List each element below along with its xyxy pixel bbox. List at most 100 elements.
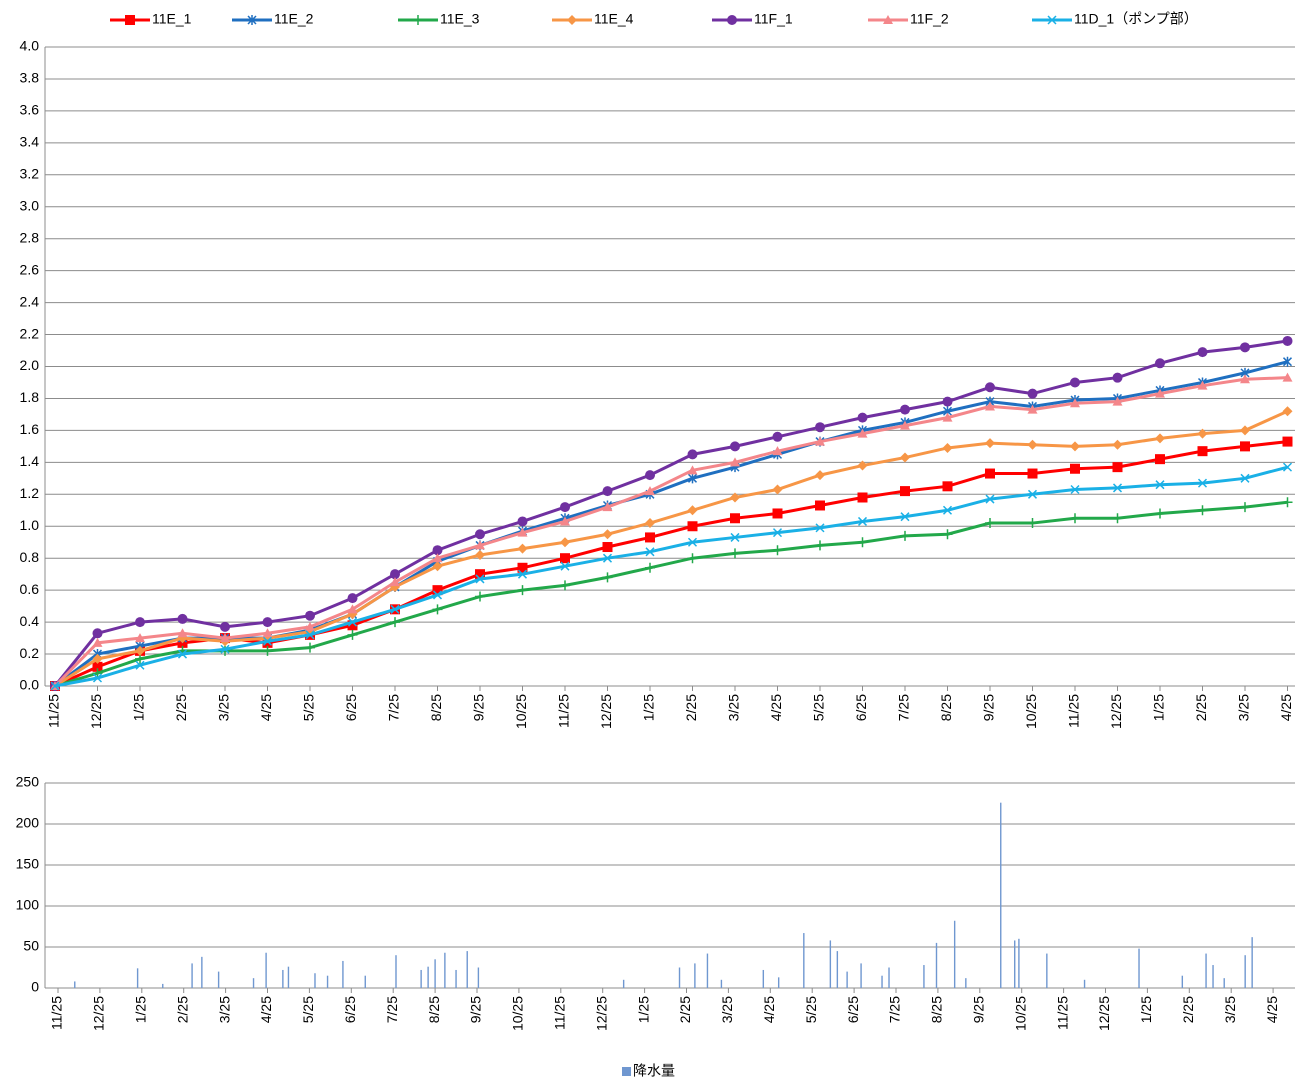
data-point [730,513,740,524]
x-tick-label: 12/25 [1108,694,1124,729]
bar [923,965,925,988]
data-point [857,412,868,423]
data-point [517,527,528,537]
data-point [1155,508,1165,519]
bar [201,956,203,988]
bar [846,971,848,988]
data-point [985,438,995,449]
bar [364,975,366,988]
bar [1205,953,1207,988]
data-point [1197,380,1208,390]
data-point [687,521,698,532]
data-point [135,660,145,670]
data-point [815,422,825,433]
data-point [1197,428,1208,439]
y-tick-label: 150 [16,856,40,872]
x-tick-label: 5/25 [803,996,819,1023]
data-point [772,508,783,519]
bar [326,975,329,988]
x-tick-label: 1/25 [1151,694,1167,721]
data-point [432,585,443,596]
data-point [730,548,740,559]
y-tick-label: 0.4 [20,613,40,629]
bar [1018,938,1020,988]
x-tick-label: 7/25 [386,694,402,721]
x-tick-label: 2/25 [1180,996,1196,1023]
legend-label: 11F_1 [754,11,793,27]
data-point [1155,358,1165,369]
data-point [602,553,613,563]
data-point [815,523,825,533]
y-tick-label: 2.8 [20,229,40,245]
bar [427,966,429,988]
x-tick-label: 3/25 [216,694,232,721]
data-point [645,547,655,557]
data-point [857,516,868,526]
data-point [1027,518,1038,529]
x-tick-label: 8/25 [426,996,442,1023]
data-point [432,561,443,572]
y-tick-label: 1.0 [20,517,40,533]
series-line [53,339,1288,687]
data-point [220,644,230,654]
legend-label: 11E_3 [440,11,480,27]
data-point [517,543,528,554]
data-point [517,516,528,527]
bar [694,963,696,988]
data-point [220,621,230,632]
data-point [305,630,315,640]
bar [1138,948,1140,988]
y-tick-label: 50 [23,938,39,954]
legend-label: 11E_4 [594,11,634,27]
x-tick-label: 2/25 [683,694,699,721]
bar [1181,975,1184,988]
data-point [602,529,613,540]
bar [466,951,468,988]
x-tick-label: 12/25 [1096,996,1112,1031]
bar [860,963,862,988]
x-tick-label: 9/25 [468,996,484,1023]
data-point [1282,462,1293,472]
y-tick-label: 1.8 [20,389,40,405]
data-point [347,593,358,604]
bar [74,981,76,988]
data-point [645,562,655,573]
bar [420,969,422,988]
legend-marker [413,15,423,25]
y-tick-label: 4.0 [20,38,40,54]
x-tick-label: 11/25 [556,694,572,728]
x-tick-label: 4/25 [1264,996,1280,1023]
x-tick-label: 10/25 [510,996,526,1031]
data-point [985,401,995,411]
bar [265,952,267,988]
bar [829,940,832,988]
x-tick-label: 11/25 [552,996,568,1030]
data-point [1027,468,1038,479]
data-point [475,591,485,602]
bar [706,953,709,988]
x-tick-label: 4/25 [768,694,784,721]
data-point [1155,480,1165,490]
x-tick-label: 3/25 [1222,996,1238,1023]
data-point [1282,406,1293,417]
x-tick-label: 9/25 [981,694,997,721]
data-point [1197,446,1208,457]
data-point [942,505,953,515]
x-tick-label: 6/25 [845,996,861,1023]
data-point [475,540,485,550]
y-tick-label: 2.0 [20,357,40,373]
data-point [687,505,698,516]
x-tick-label: 2/25 [174,996,190,1023]
y-tick-label: 0.0 [20,677,40,693]
data-point [560,537,570,548]
legend-label: 降水量 [633,1063,675,1079]
data-point [560,580,570,591]
data-point [815,540,825,551]
x-tick-label: 8/25 [929,996,945,1023]
bar [762,969,765,988]
data-point [730,532,740,542]
data-point [942,481,953,492]
y-tick-label: 0.6 [20,581,40,597]
data-point [390,577,400,587]
data-point [305,610,315,621]
